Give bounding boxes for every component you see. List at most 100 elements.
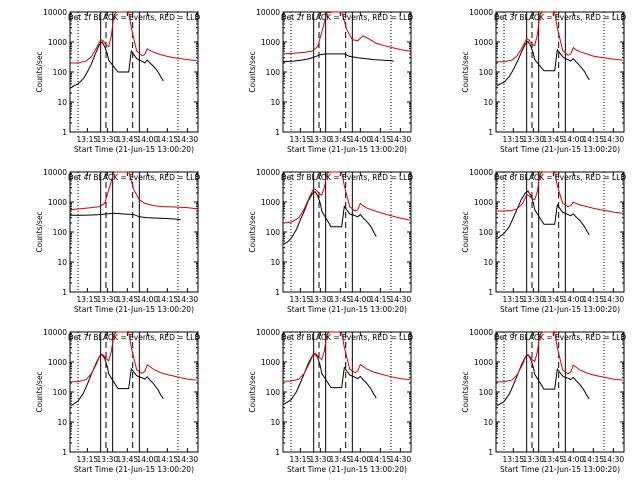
y-tick-label: 100	[53, 388, 68, 397]
x-tick-label: 14:00	[563, 455, 585, 464]
x-tick-label: 13:30	[97, 295, 119, 304]
y-tick-label: 10000	[469, 328, 493, 337]
y-tick-label: 100	[53, 228, 68, 237]
x-tick-label: 14:30	[177, 135, 199, 144]
x-tick-label: 14:30	[177, 295, 199, 304]
x-tick-label: 13:45	[117, 135, 139, 144]
y-tick-label: 1	[62, 448, 67, 457]
y-tick-label: 10	[57, 418, 67, 427]
y-tick-label: 10	[483, 258, 493, 267]
panel-title: Det 8f BLACK = Events, RED = LLD	[281, 333, 414, 342]
y-tick-label: 1000	[48, 198, 67, 207]
panel-det-1: 1 10 100 1000 10000 13:1513:3013:4514:0014:15…	[35, 8, 200, 154]
x-tick-label: 14:00	[350, 455, 372, 464]
x-axis-label: Start Time (21-Jun-15 13:00:20)	[500, 465, 620, 474]
events-line	[497, 353, 590, 407]
y-tick-label: 10000	[43, 8, 67, 17]
x-tick-label: 13:30	[523, 295, 545, 304]
x-tick-label: 13:30	[97, 135, 119, 144]
lld-line	[496, 171, 623, 214]
y-axis-label: Counts/sec	[248, 51, 257, 92]
x-tick-label: 13:30	[310, 455, 332, 464]
y-tick-label: 10000	[43, 168, 67, 177]
plot-frame	[495, 331, 625, 453]
x-tick-label: 14:15	[370, 455, 392, 464]
x-tick-label: 13:15	[290, 295, 312, 304]
y-tick-label: 10000	[469, 168, 493, 177]
y-tick-label: 10000	[43, 328, 67, 337]
x-tick-label: 13:45	[117, 455, 139, 464]
y-tick-label: 100	[479, 228, 494, 237]
x-tick-label: 14:30	[390, 295, 412, 304]
x-tick-label: 14:15	[583, 455, 605, 464]
x-axis-label: Start Time (21-Jun-15 13:00:20)	[500, 145, 620, 154]
y-tick-label: 1000	[474, 198, 493, 207]
plot-frame	[69, 11, 199, 133]
plot-frame	[495, 11, 625, 133]
panel-det-9: 1 10 100 1000 10000 13:1513:3013:4514:0014:15…	[461, 328, 626, 474]
y-axis-label: Counts/sec	[35, 371, 44, 412]
lld-line	[496, 331, 623, 383]
lld-line	[282, 171, 410, 224]
events-line	[284, 352, 377, 405]
y-tick-label: 1000	[261, 38, 280, 47]
y-tick-label: 10000	[256, 328, 280, 337]
x-tick-label: 13:15	[503, 455, 525, 464]
plot-frame	[282, 171, 412, 293]
plot-frame	[69, 331, 199, 453]
y-tick-label: 100	[479, 68, 494, 77]
x-tick-label: 13:45	[543, 135, 565, 144]
x-tick-label: 13:45	[330, 295, 352, 304]
x-tick-label: 14:00	[350, 295, 372, 304]
events-line	[497, 40, 590, 87]
lld-line	[496, 11, 623, 63]
y-tick-label: 10000	[256, 168, 280, 177]
y-tick-label: 10	[270, 98, 280, 107]
lld-line	[70, 331, 197, 383]
y-tick-label: 10000	[469, 8, 493, 17]
y-tick-label: 100	[266, 68, 281, 77]
panel-title: Det 2f BLACK = Events, RED = LLD	[281, 13, 414, 22]
panel-det-2: 1 10 100 1000 10000 13:1513:3013:4514:0014:15…	[248, 8, 413, 154]
lld-line	[70, 11, 197, 64]
x-axis-label: Start Time (21-Jun-15 13:00:20)	[74, 465, 194, 474]
y-tick-label: 1	[275, 448, 280, 457]
lld-line	[282, 11, 410, 55]
x-tick-label: 14:00	[563, 295, 585, 304]
events-line	[71, 353, 164, 407]
x-tick-label: 14:00	[350, 135, 372, 144]
y-tick-label: 10000	[256, 8, 280, 17]
x-tick-label: 14:15	[583, 135, 605, 144]
panel-det-8: 1 10 100 1000 10000 13:1513:3013:4514:0014:15…	[248, 328, 413, 474]
panel-title: Det 9f BLACK = Events, RED = LLD	[494, 333, 627, 342]
x-tick-label: 13:45	[330, 135, 352, 144]
x-tick-label: 13:15	[503, 135, 525, 144]
y-tick-label: 100	[53, 68, 68, 77]
y-tick-label: 10	[270, 258, 280, 267]
y-axis-label: Counts/sec	[461, 211, 470, 252]
y-tick-label: 1	[488, 448, 493, 457]
x-tick-label: 14:00	[137, 295, 159, 304]
y-tick-label: 1000	[48, 38, 67, 47]
y-tick-label: 100	[266, 228, 281, 237]
panel-title: Det 7f BLACK = Events, RED = LLD	[68, 333, 201, 342]
y-axis-label: Counts/sec	[35, 51, 44, 92]
panel-title: Det 4f BLACK = Events, RED = LLD	[68, 173, 201, 182]
x-tick-label: 13:30	[310, 295, 332, 304]
panel-title: Det 6f BLACK = Events, RED = LLD	[494, 173, 627, 182]
x-tick-label: 14:15	[370, 295, 392, 304]
y-tick-label: 100	[479, 388, 494, 397]
y-tick-label: 1000	[474, 38, 493, 47]
y-tick-label: 10	[57, 258, 67, 267]
panel-det-6: 1 10 100 1000 10000 13:1513:3013:4514:0014:15…	[461, 168, 626, 314]
x-tick-label: 14:00	[137, 135, 159, 144]
x-tick-label: 13:30	[310, 135, 332, 144]
x-tick-label: 13:15	[77, 135, 99, 144]
x-tick-label: 14:30	[603, 135, 625, 144]
y-tick-label: 1	[62, 288, 67, 297]
x-axis-label: Start Time (21-Jun-15 13:00:20)	[500, 305, 620, 314]
x-tick-label: 14:30	[390, 135, 412, 144]
x-tick-label: 14:00	[563, 135, 585, 144]
panel-det-4: 1 10 100 1000 10000 13:1513:3013:4514:0014:15…	[35, 168, 200, 314]
